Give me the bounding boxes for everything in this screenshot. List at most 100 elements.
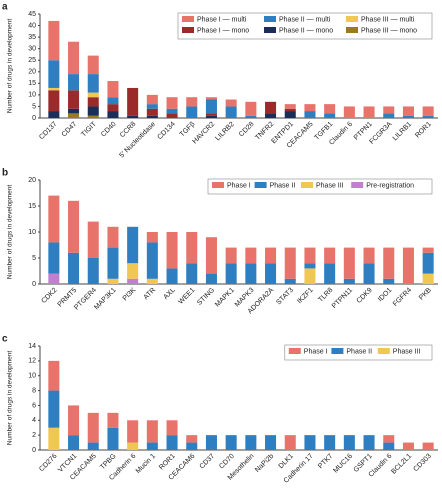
bar-segment xyxy=(146,420,158,443)
bar-segment xyxy=(343,435,355,450)
bar-segment xyxy=(205,113,217,116)
y-axis-label: Number of drugs in development xyxy=(7,19,14,113)
bar-segment xyxy=(107,412,119,428)
bar-segment xyxy=(284,108,296,112)
bar-segment xyxy=(186,97,198,107)
bar-segment xyxy=(284,435,296,450)
bar-segment xyxy=(166,232,178,269)
y-tick-label: 10 xyxy=(28,373,36,380)
bar-segment xyxy=(422,106,434,116)
bar-segment xyxy=(324,247,336,264)
bar-segment xyxy=(186,232,198,264)
bar-segment xyxy=(186,106,198,118)
bar-segment xyxy=(146,278,158,284)
legend-swatch xyxy=(301,182,313,188)
x-tick-label: CDK9 xyxy=(356,287,374,305)
bar-segment xyxy=(127,226,139,264)
y-tick-label: 25 xyxy=(28,57,36,64)
bar-segment xyxy=(48,111,60,118)
y-tick-label: 0 xyxy=(32,281,36,288)
bar-segment xyxy=(205,237,217,274)
x-tick-label: PTK7 xyxy=(317,453,334,470)
bar-segment xyxy=(304,435,316,450)
y-axis-label: Number of drugs in development xyxy=(7,351,14,445)
bar-segment xyxy=(402,247,414,284)
x-tick-label: DLK1 xyxy=(278,453,295,470)
x-tick-label: AXL xyxy=(162,287,176,301)
bar-segment xyxy=(225,247,237,264)
y-tick-label: 10 xyxy=(28,229,36,236)
legend-swatch xyxy=(264,16,276,22)
panel: b Number of drugs in development 0 5 10 15 20 C… xyxy=(2,168,438,315)
bar-segment xyxy=(107,226,119,248)
y-tick-label: 30 xyxy=(28,46,36,53)
bar-segment xyxy=(107,104,119,112)
bar-segment xyxy=(87,92,99,98)
bar-segment xyxy=(245,101,257,116)
x-tick-label: WEE1 xyxy=(177,287,196,306)
bar-segment xyxy=(68,74,80,91)
bar-segment xyxy=(225,435,237,450)
bar-segment xyxy=(48,90,60,112)
bar-segment xyxy=(166,108,178,114)
y-tick-label: 15 xyxy=(28,203,36,210)
x-tick-label: CD134 xyxy=(156,121,176,141)
x-tick-label: LILRB2 xyxy=(214,121,236,143)
legend-swatch xyxy=(351,182,364,188)
x-tick-label: MUC16 xyxy=(332,453,354,475)
bar-segment xyxy=(225,99,237,107)
y-tick-label: 15 xyxy=(28,80,36,87)
bar-segment xyxy=(304,263,316,269)
legend-label: Phase III xyxy=(316,182,344,189)
y-tick-label: 45 xyxy=(28,11,36,18)
legend-swatch xyxy=(346,27,358,33)
bar-segment xyxy=(146,232,158,243)
legend-label: Phase II — mono xyxy=(279,27,333,34)
y-tick-label: 14 xyxy=(28,343,36,350)
bar-segment xyxy=(205,99,217,114)
y-axis-label: Number of drugs in development xyxy=(7,185,14,279)
bar-segment xyxy=(383,113,395,118)
x-tick-label: NaPi2b xyxy=(254,453,275,474)
bar-segment xyxy=(324,104,336,114)
bar-segment xyxy=(363,247,375,264)
bar-segment xyxy=(48,427,60,450)
x-tick-label: ATR xyxy=(143,287,157,301)
bar-segment xyxy=(87,55,99,75)
legend-swatch xyxy=(377,348,390,354)
bar-segment xyxy=(87,442,99,450)
y-tick-label: 0 xyxy=(32,115,36,122)
x-tick-label: TLR8 xyxy=(317,287,334,304)
y-tick-label: 20 xyxy=(28,177,36,184)
bar-segment xyxy=(186,263,198,284)
legend-label: Phase I xyxy=(227,182,251,189)
bar-segment xyxy=(205,435,217,450)
bar-segment xyxy=(107,247,119,279)
legend-label: Phase II xyxy=(346,348,372,355)
legend-swatch xyxy=(182,27,194,33)
y-tick-label: 2 xyxy=(32,432,36,439)
bar-segment xyxy=(363,106,375,118)
bar-segment xyxy=(166,113,178,118)
bar-segment xyxy=(107,81,119,98)
bar-segment xyxy=(127,115,139,118)
x-tick-label: STAT3 xyxy=(275,287,295,307)
legend-box xyxy=(177,12,433,40)
bar-segment xyxy=(422,273,434,284)
bar-segment xyxy=(166,435,178,450)
bar-segment xyxy=(68,108,80,114)
bar-segment xyxy=(304,111,316,118)
bar-segment xyxy=(324,435,336,450)
bar-segment xyxy=(48,60,60,88)
bar-segment xyxy=(166,420,178,436)
legend-label: Phase I — mono xyxy=(197,27,249,34)
x-tick-label: LILRB1 xyxy=(392,121,414,143)
x-tick-label: CCR8 xyxy=(119,121,138,140)
x-tick-label: CD28 xyxy=(238,121,256,139)
x-tick-label: PKB xyxy=(418,287,433,302)
legend-label: Pre-registration xyxy=(366,182,414,189)
x-tick-label: IDO1 xyxy=(377,287,394,304)
bar-segment xyxy=(87,221,99,258)
bar-segment xyxy=(205,273,217,284)
bar-segment xyxy=(324,263,336,284)
